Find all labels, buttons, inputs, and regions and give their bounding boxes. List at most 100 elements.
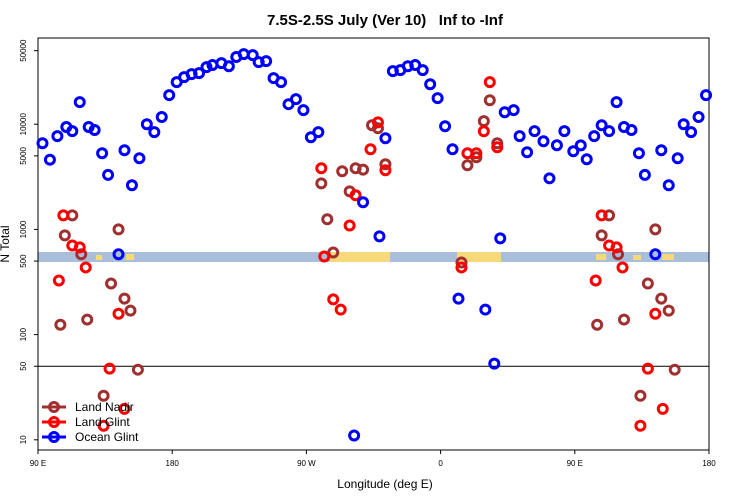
point (118, 144, 131, 157)
point (616, 261, 629, 274)
point (297, 104, 310, 117)
point (118, 292, 131, 305)
point (649, 307, 662, 320)
y-tick-label: 100 (19, 327, 28, 341)
x-tick-label: 180 (702, 459, 716, 468)
point (289, 93, 302, 106)
point (102, 168, 115, 181)
point (140, 118, 153, 131)
y-tick-label: 50000 (19, 39, 28, 62)
point (357, 163, 370, 176)
point (73, 241, 86, 254)
point (625, 124, 638, 137)
point (155, 111, 168, 124)
point (638, 168, 651, 181)
point (671, 152, 684, 165)
point (371, 122, 384, 135)
point (246, 49, 259, 62)
point (334, 303, 347, 316)
point (641, 362, 654, 375)
point (73, 96, 86, 109)
x-tick-label: 90 E (567, 459, 583, 468)
point (52, 274, 65, 287)
y-tick-label: 10000 (19, 113, 28, 136)
x-tick-label: 90 W (297, 459, 316, 468)
point (371, 116, 384, 129)
point (483, 76, 496, 89)
land-band (96, 255, 102, 260)
point (543, 172, 556, 185)
point (470, 147, 483, 160)
x-tick-label: 90 E (30, 459, 46, 468)
point (677, 118, 690, 131)
y-tick-label: 1000 (19, 220, 28, 238)
point (424, 78, 437, 91)
point (43, 153, 56, 166)
point (327, 246, 340, 259)
point (634, 419, 647, 432)
point (591, 318, 604, 331)
point (36, 137, 49, 150)
point (655, 292, 668, 305)
point (550, 139, 563, 152)
point (133, 152, 146, 165)
point (507, 104, 520, 117)
point (595, 119, 608, 132)
point (357, 196, 370, 209)
point (483, 94, 496, 107)
point (58, 229, 71, 242)
legend-label: Land Nadir (75, 400, 134, 414)
point (461, 159, 474, 172)
chart-title: 7.5S-2.5S July (Ver 10) Inf to -Inf (267, 12, 504, 29)
point (373, 230, 386, 243)
point (477, 125, 490, 138)
point (124, 304, 137, 317)
point (105, 277, 118, 290)
point (193, 67, 206, 80)
x-axis-label: Longitude (deg E) (337, 477, 432, 491)
point (364, 143, 377, 156)
y-tick-label: 10 (19, 435, 28, 444)
point (567, 145, 580, 158)
point (528, 125, 541, 138)
point (103, 362, 116, 375)
point (431, 92, 444, 105)
land-band (662, 254, 674, 260)
point (260, 55, 273, 68)
point (163, 89, 176, 102)
point (595, 209, 608, 222)
legend-marker (48, 431, 60, 443)
point (634, 389, 647, 402)
point (66, 125, 79, 138)
point (343, 219, 356, 232)
point (112, 223, 125, 236)
point (379, 158, 392, 171)
point (275, 76, 288, 89)
point (327, 293, 340, 306)
land-band (596, 254, 606, 260)
point (51, 130, 64, 143)
x-tick-label: 180 (166, 459, 180, 468)
land-band (457, 252, 501, 262)
y-tick-label: 50 (19, 361, 28, 370)
point (610, 241, 623, 254)
y-tick-label: 500 (19, 254, 28, 268)
land-band (330, 252, 390, 262)
point (574, 139, 587, 152)
point (618, 313, 631, 326)
y-axis-label: N Total (0, 225, 12, 262)
point (348, 429, 361, 442)
point (88, 124, 101, 137)
point (700, 89, 713, 102)
point (112, 248, 125, 261)
point (96, 147, 109, 160)
point (641, 277, 654, 290)
point (452, 292, 465, 305)
point (446, 143, 459, 156)
legend-marker (48, 401, 60, 413)
point (649, 248, 662, 261)
point (595, 229, 608, 242)
